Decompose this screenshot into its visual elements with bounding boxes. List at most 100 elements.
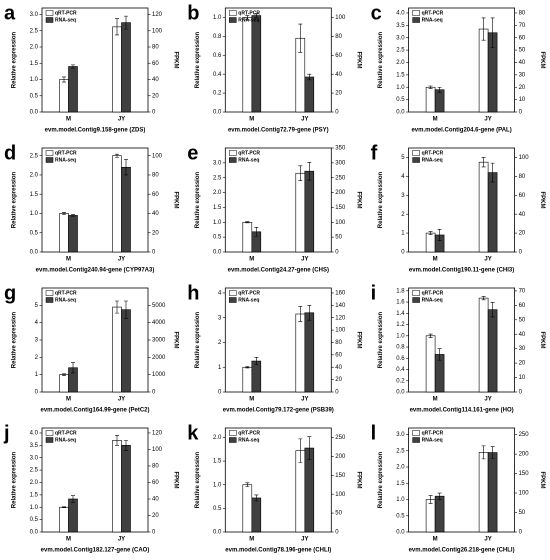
y2-tick-label: 10 <box>519 375 526 381</box>
x-tick-label: JY <box>484 117 491 123</box>
error-bar <box>307 161 312 181</box>
y2-tick-label: 80 <box>519 174 526 180</box>
y2-tick-label: 2000 <box>152 355 166 361</box>
y-tick-label: 2.0 <box>396 60 405 66</box>
y-tick-label: 1.8 <box>396 288 405 294</box>
x-axis-label: evm.model.Contig26.218-gene (CHLI) <box>409 548 515 554</box>
legend-swatch <box>229 17 237 23</box>
y2-tick-label: 140 <box>335 303 346 309</box>
y2-tick-label: 160 <box>335 291 346 297</box>
legend-swatch <box>412 437 420 443</box>
error-bar <box>115 18 119 36</box>
x-axis-label: evm.model.Contig114.161-gene (HO) <box>410 408 514 414</box>
error-bar <box>115 300 119 314</box>
error-bar <box>481 157 486 168</box>
panel-letter: f <box>371 142 378 164</box>
y2-axis-label: FPKM <box>356 192 362 209</box>
legend-swatch <box>412 150 420 156</box>
y2-axis-label: FPKM <box>172 332 178 349</box>
y2-axis-label: FPKM <box>539 472 545 489</box>
y2-tick-label: 40 <box>152 497 159 503</box>
y-tick-label: 1.0 <box>396 333 405 339</box>
y2-tick-label: 20 <box>152 230 159 236</box>
y2-tick-label: 5000 <box>152 303 166 309</box>
y2-tick-label: 40 <box>335 72 342 78</box>
legend-swatch <box>229 297 237 303</box>
legend-swatch <box>45 297 54 303</box>
bar <box>251 360 262 393</box>
legend-label: RNA-seq <box>55 17 76 23</box>
plot-frame <box>408 7 516 113</box>
y-tick-label: 2.0 <box>30 45 39 51</box>
bar <box>425 499 436 533</box>
legend-swatch <box>412 157 420 163</box>
y-tick-label: 0.8 <box>213 34 222 40</box>
legend-label: RNA-seq <box>422 297 443 303</box>
error-bar <box>490 17 495 48</box>
y2-tick-label: 100 <box>152 153 163 159</box>
y2-tick-label: 60 <box>519 193 526 199</box>
bar <box>425 86 436 113</box>
error-bar <box>62 212 66 215</box>
y2-tick-label: 40 <box>519 212 526 218</box>
y2-tick-label: 200 <box>519 452 530 458</box>
error-bar <box>245 15 250 20</box>
y2-tick-label: 60 <box>152 480 159 486</box>
error-bar <box>307 73 312 81</box>
error-bar <box>124 300 128 319</box>
plot-frame <box>41 147 149 253</box>
plot-frame <box>224 427 332 533</box>
legend-swatch <box>412 17 420 23</box>
bar <box>68 66 78 113</box>
y2-tick-label: 200 <box>335 454 346 460</box>
plot-frame <box>41 427 149 533</box>
y-tick-label: 1.0 <box>213 482 222 488</box>
bar <box>242 484 253 533</box>
y2-tick-label: 0 <box>152 110 156 116</box>
y2-tick-label: 40 <box>335 365 342 371</box>
legend-swatch <box>45 430 54 436</box>
legend-swatch <box>229 10 237 16</box>
legend-label: qRT-PCR <box>55 430 77 436</box>
y2-tick-label: 50 <box>519 510 526 516</box>
y2-tick-label: 0 <box>519 250 523 256</box>
x-axis-label: evm.model.Contig9.158-gene (ZDS) <box>45 128 146 134</box>
y2-tick-label: 80 <box>152 464 159 470</box>
bar <box>121 22 131 113</box>
bar <box>121 309 131 393</box>
legend-label: RNA-seq <box>422 17 443 23</box>
y2-tick-label: 50 <box>519 48 526 54</box>
y2-axis-label: FPKM <box>356 52 362 69</box>
y-tick-label: 5 <box>401 155 405 161</box>
legend-label: qRT-PCR <box>238 150 260 156</box>
error-bar <box>298 438 303 463</box>
legend-swatch <box>229 157 237 163</box>
x-axis-label: evm.model.Contig240.94-gene (CYP97A3) <box>36 268 155 274</box>
y-tick-label: 3.0 <box>30 455 39 461</box>
x-tick-label: JY <box>118 397 125 403</box>
y2-tick-label: 40 <box>152 77 159 83</box>
y-axis-label: Relative expression <box>12 31 18 88</box>
y-tick-label: 1.4 <box>396 311 405 317</box>
y2-tick-label: 0 <box>519 530 523 536</box>
y2-tick-label: 80 <box>335 34 342 40</box>
y-tick-label: 1.0 <box>213 15 222 21</box>
legend-label: qRT-PCR <box>238 430 260 436</box>
y-tick-label: 2.5 <box>30 468 39 474</box>
legend-label: RNA-seq <box>55 297 76 303</box>
y-tick-label: 1 <box>35 372 39 378</box>
y-tick-label: 1.5 <box>30 192 39 198</box>
legend-label: RNA-seq <box>422 437 443 443</box>
y2-tick-label: 350 <box>335 146 346 152</box>
x-tick-label: JY <box>484 537 491 543</box>
bar <box>59 213 69 253</box>
y-tick-label: 5 <box>35 303 39 309</box>
y-tick-label: 1.5 <box>30 61 39 67</box>
y-tick-label: 0.5 <box>30 230 39 236</box>
y-tick-label: 0.5 <box>396 97 405 103</box>
bar <box>59 374 69 393</box>
legend-label: RNA-seq <box>238 297 259 303</box>
y2-tick-label: 20 <box>335 91 342 97</box>
error-bar <box>428 85 433 89</box>
y2-tick-label: 70 <box>519 288 526 294</box>
